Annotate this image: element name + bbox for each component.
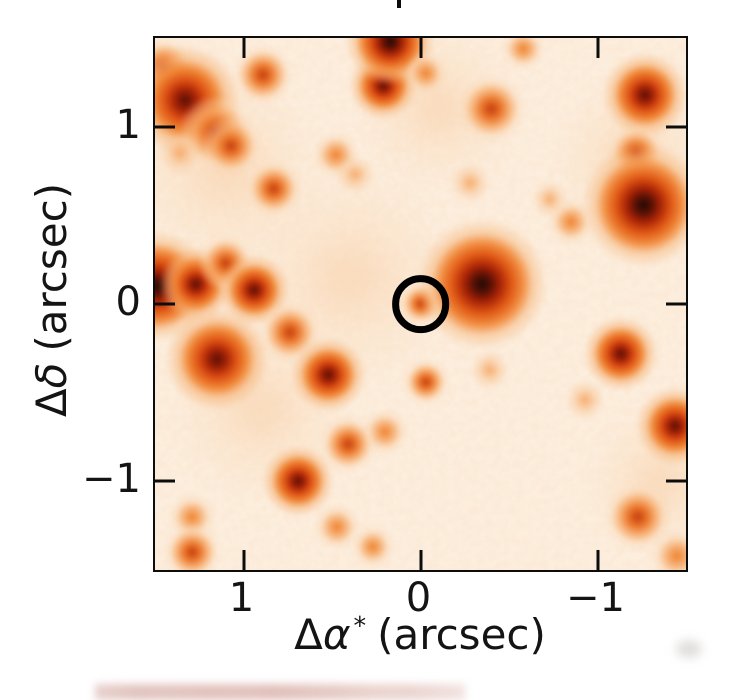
cropped-bottom-artifact-dot xyxy=(676,640,702,658)
star-source xyxy=(404,52,448,95)
tick-mark xyxy=(666,125,686,129)
tick-mark xyxy=(596,550,599,570)
x-tick-label: −1 xyxy=(566,575,625,621)
star-source xyxy=(583,316,658,391)
star-source xyxy=(450,163,490,203)
star-source xyxy=(470,350,509,390)
y-tick-label: 0 xyxy=(115,279,141,325)
y-axis-label-symbol: δ xyxy=(26,362,76,389)
star-source xyxy=(565,380,605,420)
tick-mark xyxy=(155,302,175,306)
tick-mark xyxy=(242,550,245,570)
cropped-bottom-artifact xyxy=(95,684,465,700)
star-source xyxy=(457,75,525,143)
tick-mark xyxy=(419,550,422,570)
x-tick-label: 0 xyxy=(405,575,432,621)
target-circle-marker xyxy=(391,275,450,333)
star-source xyxy=(532,181,568,218)
tick-mark xyxy=(666,302,686,306)
star-source xyxy=(158,132,201,175)
y-axis-label: Δδ (arcsec) xyxy=(26,182,76,418)
x-tick-label: 1 xyxy=(228,575,255,621)
tick-mark xyxy=(666,479,686,483)
star-source xyxy=(362,408,409,455)
tick-mark xyxy=(155,125,175,129)
star-source xyxy=(402,359,449,406)
y-axis-label-unit: (arcsec) xyxy=(26,182,76,352)
star-source xyxy=(165,307,269,411)
x-axis-label: Δα * (arcsec) xyxy=(294,610,546,659)
tick-mark xyxy=(419,38,422,58)
star-source xyxy=(163,523,221,570)
star-field xyxy=(155,38,686,570)
x-axis-label-superscript: * xyxy=(353,610,367,640)
star-source xyxy=(351,525,394,569)
cropped-top-tick-artifact xyxy=(397,0,401,8)
y-axis-label-delta: Δ xyxy=(26,388,76,418)
plot-area xyxy=(153,36,688,572)
star-source xyxy=(201,116,262,177)
star-source xyxy=(581,142,686,267)
y-tick-label: −1 xyxy=(82,456,141,503)
x-axis-label-delta: Δ xyxy=(294,610,323,659)
tick-mark xyxy=(155,479,175,483)
star-source xyxy=(335,155,375,194)
star-source xyxy=(291,337,366,413)
star-source xyxy=(245,160,302,218)
x-axis-label-symbol: α xyxy=(322,610,351,659)
y-tick-label: 1 xyxy=(115,101,141,148)
tick-mark xyxy=(596,38,599,58)
star-source xyxy=(262,445,334,517)
axis-ticks xyxy=(155,38,686,570)
star-source xyxy=(602,52,686,138)
tick-mark xyxy=(242,38,245,58)
x-axis-label-unit: (arcsec) xyxy=(377,610,546,659)
